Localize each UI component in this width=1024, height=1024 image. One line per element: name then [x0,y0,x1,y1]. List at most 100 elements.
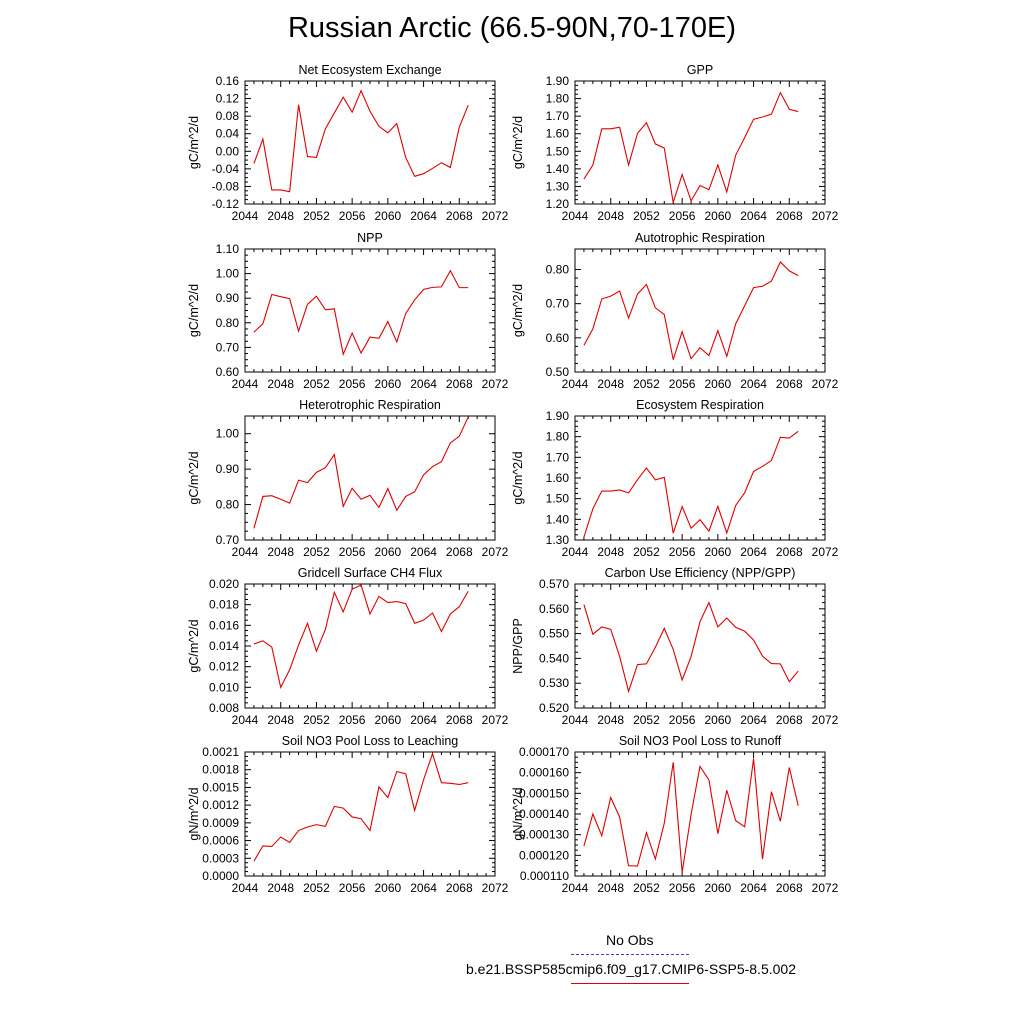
chart-panel-8: Carbon Use Efficiency (NPP/GPP) 0.520 0.53… [511,566,839,727]
y-tick-label: 1.30 [546,179,570,193]
y-tick-label: 0.570 [539,577,569,591]
plots-canvas: Net Ecosystem Exchange -0.12 -0.08 -0.04 0.0… [187,63,839,895]
chart-panel-6: Ecosystem Respiration 1.30 1.40 1.50 1.60 1.7… [511,398,839,559]
y-tick-label: 1.10 [216,242,240,256]
panel-title: Heterotrophic Respiration [299,398,441,412]
x-tick-label: 2044 [562,209,589,223]
x-tick-label: 2044 [562,881,589,895]
y-tick-label: 1.60 [546,127,570,141]
plot-frame [244,415,496,541]
x-tick-label: 2056 [339,713,366,727]
y-axis-label: gC/m^2/d [511,116,525,169]
plot-frame [244,583,496,709]
x-tick-label: 2060 [375,545,402,559]
series-line [253,89,469,193]
y-tick-label: 0.000140 [519,807,569,821]
x-tick-label: 2064 [740,377,767,391]
x-tick-label: 2064 [740,713,767,727]
y-tick-label: 0.04 [216,127,240,141]
series-line [583,430,799,538]
y-tick-label: 0.16 [216,74,240,88]
y-tick-label: 1.70 [546,109,570,123]
y-tick-label: 1.80 [546,430,570,444]
x-tick-label: 2072 [482,545,509,559]
x-tick-label: 2056 [669,713,696,727]
y-axis-label: gC/m^2/d [511,284,525,337]
y-tick-label: 0.540 [539,651,569,665]
x-tick-label: 2064 [740,881,767,895]
y-tick-label: -0.08 [212,179,240,193]
y-tick-label: 0.008 [209,701,239,715]
y-tick-label: 0.000150 [519,786,569,800]
x-tick-label: 2056 [669,377,696,391]
panel-title: Autotrophic Respiration [635,231,765,245]
x-tick-label: 2052 [303,881,330,895]
series-line [253,584,469,689]
legend-obs-label: No Obs [606,932,654,948]
x-tick-label: 2068 [776,713,803,727]
x-tick-label: 2060 [375,209,402,223]
x-tick-label: 2068 [446,209,473,223]
y-tick-label: 0.0015 [202,780,239,794]
x-tick-label: 2064 [410,545,437,559]
y-tick-label: 0.000110 [520,869,569,883]
y-axis-label: gN/m^2/d [511,787,525,840]
x-tick-label: 2044 [232,209,259,223]
y-tick-label: 0.550 [539,627,569,641]
y-axis-label: gC/m^2/d [187,116,201,169]
series-line [253,751,469,862]
y-tick-label: 0.08 [216,109,240,123]
series-line [583,601,799,694]
y-tick-label: 0.0006 [202,834,239,848]
x-tick-label: 2068 [446,713,473,727]
chart-panel-5: Heterotrophic Respiration 0.70 0.80 0.90 1.0… [187,398,509,559]
panel-title: GPP [687,63,713,77]
x-tick-label: 2056 [339,545,366,559]
x-tick-label: 2052 [303,377,330,391]
x-tick-label: 2060 [705,209,732,223]
x-tick-label: 2044 [232,713,259,727]
x-tick-label: 2072 [812,545,839,559]
series-line [253,269,469,357]
x-tick-label: 2044 [232,545,259,559]
x-tick-label: 2068 [446,545,473,559]
chart-panel-10: Soil NO3 Pool Loss to Runoff 0.000110 0.00… [511,734,839,895]
y-tick-label: 1.30 [546,533,570,547]
x-tick-label: 2048 [597,545,624,559]
x-tick-label: 2068 [446,377,473,391]
y-tick-label: -0.04 [212,162,240,176]
series-line [253,416,469,529]
y-tick-label: 0.50 [546,365,570,379]
x-tick-label: 2048 [267,209,294,223]
x-tick-label: 2052 [633,209,660,223]
y-tick-label: 0.000120 [519,848,569,862]
series-line [583,758,799,873]
y-tick-label: 1.50 [546,144,570,158]
x-tick-label: 2052 [303,209,330,223]
x-tick-label: 2068 [776,881,803,895]
y-tick-label: 0.80 [216,498,240,512]
y-tick-label: 0.0012 [202,798,239,812]
x-tick-label: 2056 [669,209,696,223]
legend-model-label: b.e21.BSSP585cmip6.f09_g17.CMIP6-SSP5-8.… [466,961,796,977]
y-tick-label: 1.00 [216,267,240,281]
x-tick-label: 2072 [482,881,509,895]
x-tick-label: 2052 [633,713,660,727]
x-tick-label: 2068 [446,881,473,895]
y-tick-label: 0.0018 [202,763,239,777]
x-tick-label: 2048 [267,545,294,559]
x-tick-label: 2060 [375,713,402,727]
y-tick-label: 1.90 [546,409,570,423]
y-tick-label: 0.0009 [202,816,239,830]
y-tick-label: 1.00 [216,427,240,441]
y-tick-label: 0.014 [209,639,239,653]
x-tick-label: 2044 [562,377,589,391]
x-tick-label: 2072 [482,713,509,727]
y-tick-label: 0.80 [546,263,570,277]
y-axis-label: gN/m^2/d [187,787,201,840]
figure-title: Russian Arctic (66.5-90N,70-170E) [287,12,737,44]
x-tick-label: 2068 [776,209,803,223]
y-tick-label: 1.60 [546,471,570,485]
x-tick-label: 2044 [232,377,259,391]
y-tick-label: 0.000160 [519,766,569,780]
